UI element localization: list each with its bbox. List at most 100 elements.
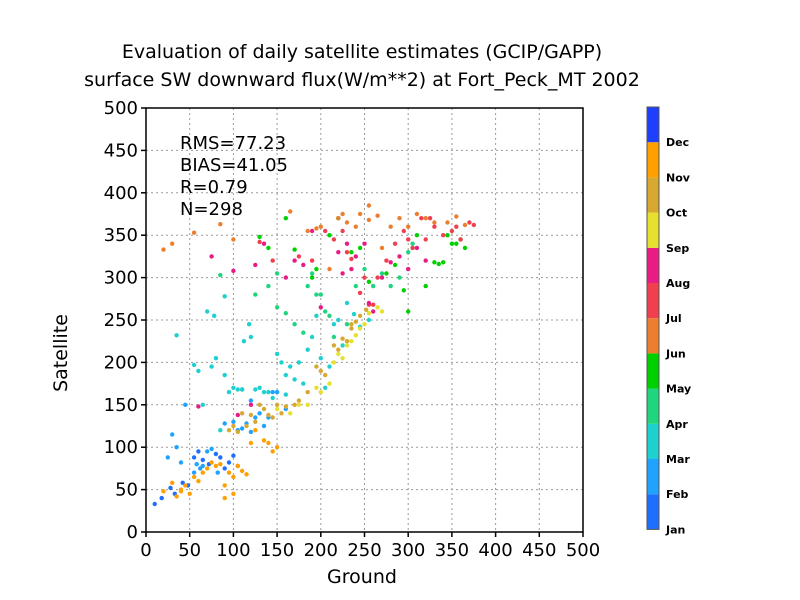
colorbar-swatch-dec <box>647 107 659 143</box>
data-point-mar <box>301 381 306 386</box>
y-tick-label: 300 <box>104 268 138 289</box>
data-point-mar <box>292 377 297 382</box>
data-point-nov <box>178 489 184 494</box>
data-point-may <box>423 283 428 289</box>
axis-ticks: 0 50 100 150 200 250 300 350 400 450 500 0 50 100 150 2… <box>104 98 601 561</box>
y-tick-label: 350 <box>104 225 138 246</box>
data-point-jan <box>200 457 205 463</box>
data-point-oct <box>331 343 337 348</box>
data-point-apr <box>318 292 323 297</box>
data-point-apr <box>397 275 402 280</box>
data-point-jul <box>471 222 476 228</box>
data-point-mar <box>318 356 323 361</box>
data-point-aug <box>379 275 385 280</box>
x-tick-label: 50 <box>178 540 201 561</box>
data-point-nov <box>231 491 236 496</box>
data-point-aug <box>336 250 341 255</box>
stat-rms: RMS=77.23 <box>180 133 286 154</box>
data-point-aug <box>196 404 201 409</box>
data-point-jul <box>371 302 376 307</box>
stats-box: RMS=77.23 BIAS=41.05 R=0.79 N=298 <box>180 133 288 220</box>
data-point-aug <box>406 266 411 272</box>
data-point-jun <box>191 230 197 235</box>
data-point-jul <box>467 220 472 225</box>
data-point-aug <box>423 258 428 263</box>
data-point-jan <box>191 455 197 460</box>
data-point-nov <box>235 463 240 469</box>
data-point-jan <box>231 453 236 458</box>
data-point-mar <box>257 385 262 390</box>
data-point-feb <box>239 426 245 431</box>
colorbar-swatch-mar <box>647 423 659 459</box>
data-point-oct <box>336 347 341 352</box>
data-point-nov <box>174 494 179 499</box>
data-point-jun <box>340 211 345 217</box>
data-point-feb <box>222 421 227 426</box>
data-point-jan <box>168 485 173 491</box>
data-point-jul <box>410 245 415 251</box>
data-point-aug <box>253 262 258 268</box>
data-point-may <box>327 233 332 238</box>
data-point-sep <box>305 402 310 407</box>
data-point-jan <box>222 466 227 471</box>
data-point-feb <box>257 411 262 416</box>
data-point-nov <box>261 438 267 443</box>
data-point-may <box>449 241 455 246</box>
colorbar-swatch-apr <box>647 388 659 424</box>
y-tick-label: 0 <box>127 522 138 543</box>
colorbar-label-feb: Feb <box>666 488 689 501</box>
data-point-jul <box>449 228 455 234</box>
data-point-nov <box>244 472 249 477</box>
data-point-jul <box>349 256 354 262</box>
colorbar-label-jan: Jan <box>665 523 685 536</box>
data-point-jun <box>432 220 437 225</box>
data-point-oct <box>353 319 358 324</box>
data-point-oct <box>279 411 284 416</box>
colorbar-label-mar: Mar <box>666 453 690 466</box>
colorbar-label-aug: Aug <box>666 277 690 290</box>
data-point-mar <box>261 389 267 395</box>
data-point-may <box>292 247 297 252</box>
data-point-apr <box>406 250 411 255</box>
data-point-mar <box>296 360 302 365</box>
data-point-aug <box>388 260 393 265</box>
data-point-apr <box>253 292 258 297</box>
data-point-jun <box>327 266 332 272</box>
data-point-apr <box>362 266 367 272</box>
data-point-mar <box>209 364 214 369</box>
data-point-apr <box>344 322 350 327</box>
data-point-sep <box>344 343 350 348</box>
data-point-jul <box>419 216 424 221</box>
data-point-jan <box>152 501 157 507</box>
data-point-apr <box>274 271 280 276</box>
data-point-nov <box>270 449 275 454</box>
data-point-feb <box>183 402 188 407</box>
data-point-may <box>441 260 446 265</box>
data-point-aug <box>318 305 323 310</box>
data-point-aug <box>340 271 345 276</box>
data-point-jun <box>375 213 380 218</box>
data-point-aug <box>309 228 315 234</box>
data-point-mar <box>174 333 179 338</box>
colorbar-label-jul: Jul <box>665 312 682 325</box>
data-point-nov <box>266 440 271 446</box>
data-point-apr <box>292 322 297 327</box>
data-point-aug <box>344 241 350 246</box>
data-point-aug <box>209 254 214 259</box>
data-point-jun <box>231 237 236 242</box>
data-point-may <box>366 279 372 284</box>
data-point-mar <box>196 368 201 374</box>
data-point-apr <box>305 283 310 289</box>
data-point-oct <box>296 398 302 403</box>
data-point-jun <box>161 247 166 252</box>
data-point-jun <box>357 211 363 217</box>
colorbar-swatch-may <box>647 353 659 389</box>
data-point-jan <box>159 495 164 501</box>
data-point-mar <box>222 294 227 299</box>
data-point-oct <box>248 412 254 418</box>
data-point-oct <box>270 415 275 420</box>
data-point-mar <box>241 339 247 344</box>
data-point-oct <box>357 313 363 318</box>
data-point-jun <box>423 216 428 221</box>
colorbar-label-apr: Apr <box>666 418 688 431</box>
